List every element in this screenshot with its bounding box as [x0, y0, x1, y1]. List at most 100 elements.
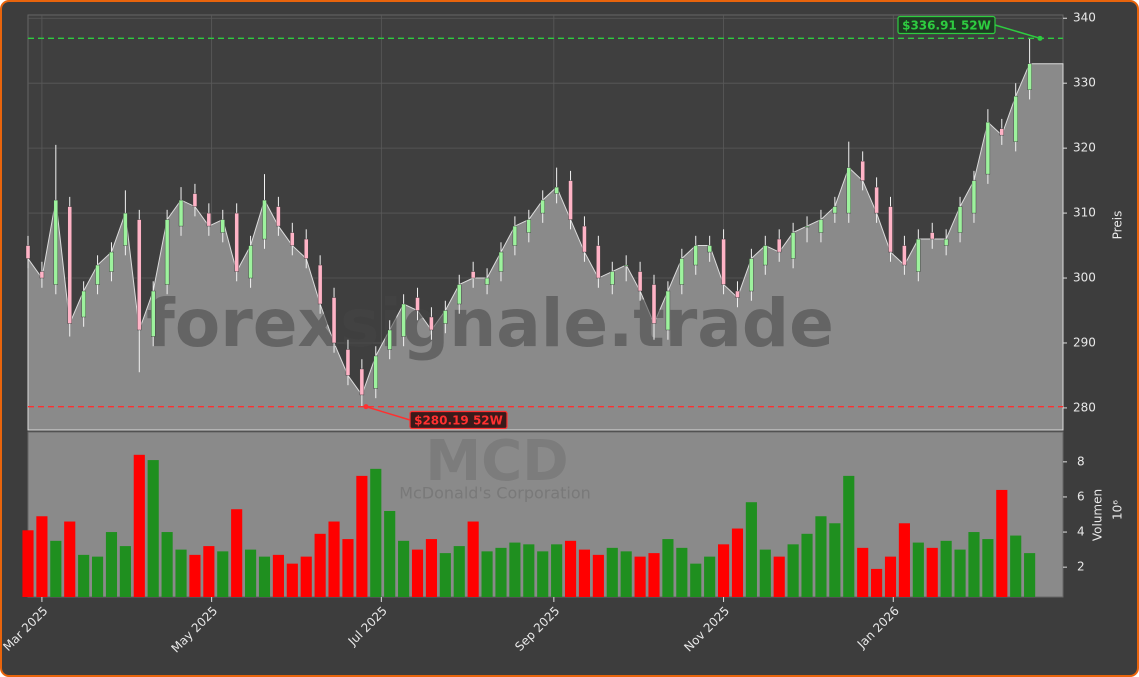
candle-body	[67, 206, 72, 324]
volume-bar	[509, 542, 521, 597]
candle-body	[888, 206, 893, 253]
candle-body	[484, 277, 490, 285]
candle-body	[610, 271, 615, 285]
candle-body	[25, 245, 31, 259]
volume-scale-label: 10⁶	[1111, 500, 1125, 520]
candle-body	[234, 212, 239, 272]
volume-bar	[996, 489, 1008, 597]
volume-bar	[662, 539, 674, 597]
candle-body	[971, 180, 977, 214]
volume-bar	[175, 549, 187, 597]
volume-bar	[926, 547, 938, 597]
company-watermark: McDonald's Corporation	[399, 484, 591, 503]
volume-bar	[342, 539, 354, 597]
candle-body	[429, 316, 434, 331]
volume-bar	[370, 468, 382, 597]
y-tick-label: 330	[1073, 76, 1096, 90]
y-tick-label: 300	[1073, 271, 1096, 285]
volume-bar	[704, 556, 716, 597]
volume-bar	[161, 532, 173, 597]
candle-body	[930, 232, 935, 240]
volume-bar	[551, 544, 563, 597]
candle-body	[206, 212, 212, 227]
candle-body	[192, 193, 198, 207]
candle-body	[846, 167, 851, 214]
annotation-box	[409, 410, 508, 430]
candle-body	[721, 238, 726, 285]
candle-body	[123, 212, 128, 246]
candle-body	[387, 329, 392, 350]
candle-body	[735, 290, 740, 298]
volume-bar	[119, 546, 131, 597]
candle-body	[679, 258, 685, 285]
volume-bar	[36, 516, 48, 597]
volume-bar	[1010, 535, 1022, 597]
symbol-watermark: MCD	[425, 429, 568, 494]
candle-body	[860, 160, 865, 181]
candle-body	[359, 368, 365, 396]
candle-body	[818, 219, 824, 233]
annotation-label: $336.91 52W	[902, 19, 991, 33]
volume-bar	[676, 547, 688, 597]
candle-body	[651, 284, 657, 324]
volume-bar	[189, 554, 201, 597]
volume-bar	[898, 523, 910, 597]
volume-tick-label: 2	[1077, 560, 1085, 574]
candle-body	[109, 251, 114, 272]
volume-bar	[954, 549, 966, 597]
candle-body	[248, 245, 253, 279]
candle-body	[874, 186, 879, 214]
annotation-arrow-head	[363, 404, 369, 410]
candle-body	[164, 219, 170, 285]
y-tick-label: 310	[1073, 206, 1096, 220]
volume-bar	[940, 540, 952, 597]
volume-bar	[411, 549, 424, 597]
candle-body	[790, 232, 796, 259]
volume-bar	[231, 509, 243, 597]
candle-body	[1027, 63, 1032, 90]
volume-bar	[523, 544, 535, 597]
volume-bar	[592, 554, 604, 597]
volume-axis-label: Volumen	[1091, 489, 1105, 541]
volume-bar	[481, 551, 493, 597]
candle-body	[763, 245, 768, 266]
volume-bar	[787, 544, 799, 597]
candle-body	[637, 271, 643, 292]
volume-bar	[50, 540, 62, 597]
volume-bar	[22, 530, 34, 597]
volume-bar	[495, 547, 507, 597]
candle-body	[304, 238, 309, 259]
candle-body	[53, 199, 59, 285]
annotation-arrow-head	[1037, 35, 1043, 41]
candle-body	[749, 258, 754, 292]
candle-body	[262, 199, 267, 240]
annotation-arrow	[994, 24, 1041, 40]
volume-bar	[258, 556, 271, 597]
volume-bar	[314, 533, 326, 597]
annotation-label: $280.19 52W	[414, 414, 503, 428]
annotation-box	[897, 15, 996, 35]
volume-bar	[133, 454, 145, 597]
candle-body	[902, 245, 907, 266]
candle-body	[512, 225, 518, 246]
candle-body	[498, 251, 504, 272]
volume-bar	[1024, 553, 1036, 597]
volume-bar	[147, 460, 159, 597]
volume-bar	[91, 556, 104, 597]
candle-body	[957, 206, 963, 233]
volume-bar	[620, 551, 632, 597]
volume-bar	[801, 533, 813, 597]
volume-bar	[606, 547, 618, 597]
volume-bar	[64, 521, 76, 597]
volume-bar	[272, 554, 284, 597]
volume-bar	[773, 556, 785, 597]
volume-bar	[453, 546, 465, 597]
candle-body	[415, 297, 420, 311]
volume-bar	[467, 521, 479, 597]
candle-body	[290, 232, 295, 246]
watermark: forexsignale.trade	[146, 285, 834, 362]
volume-bar	[648, 553, 660, 597]
candle-body	[554, 186, 559, 194]
y-tick-label: 320	[1073, 141, 1096, 155]
candle-body	[470, 271, 476, 279]
